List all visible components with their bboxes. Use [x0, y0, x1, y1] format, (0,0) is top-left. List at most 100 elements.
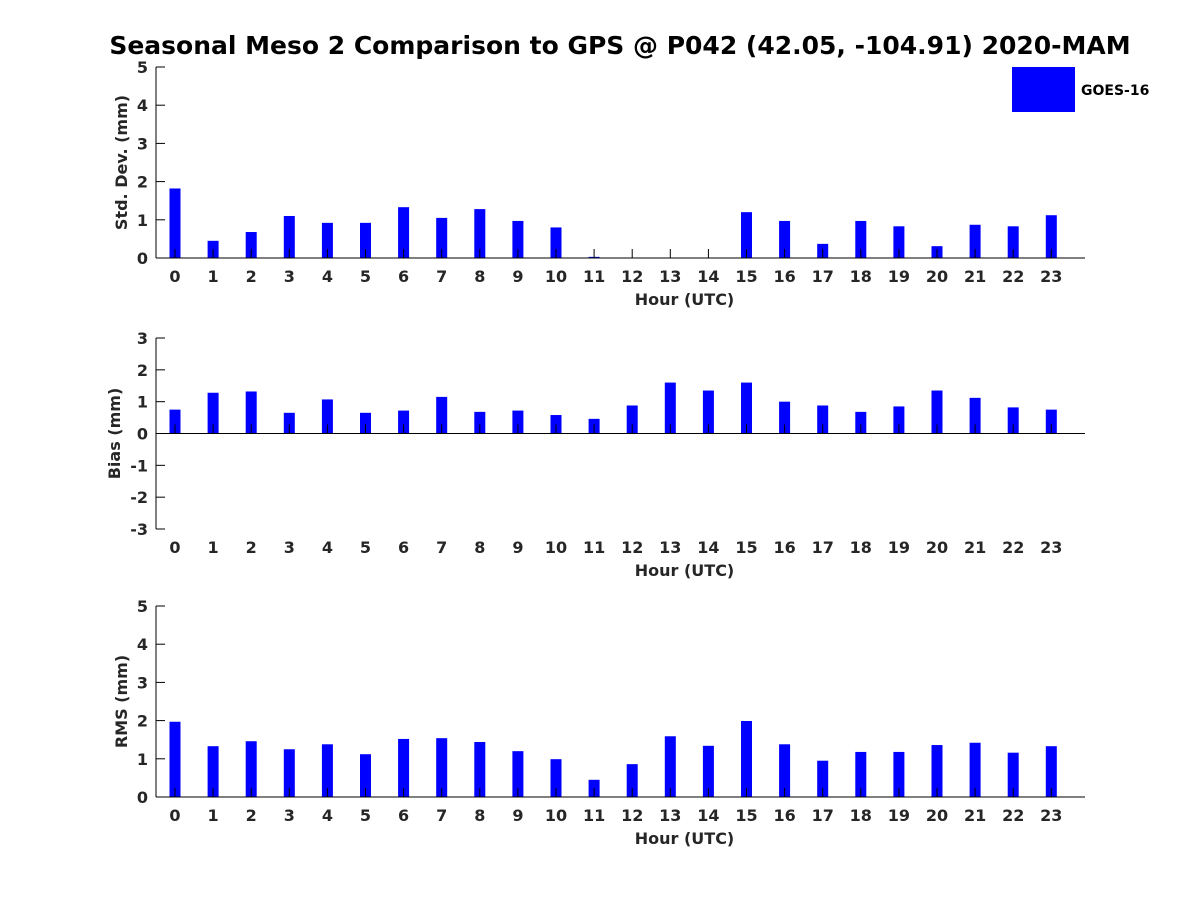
y-tick-label: 5	[137, 597, 148, 616]
bar	[969, 397, 981, 434]
bar	[360, 754, 371, 797]
bar	[474, 741, 486, 797]
x-tick-label: 13	[659, 538, 681, 557]
bar	[1045, 409, 1057, 434]
bar	[398, 207, 410, 258]
x-tick-label: 6	[398, 267, 409, 286]
y-tick-label: 3	[137, 329, 148, 348]
x-tick-label: 19	[888, 806, 910, 825]
bar	[931, 390, 943, 434]
bar	[550, 227, 562, 258]
bar	[512, 751, 524, 797]
x-tick-label: 17	[812, 267, 834, 286]
bar	[893, 226, 905, 258]
y-tick-label: -2	[130, 488, 148, 507]
x-axis-label: Hour (UTC)	[635, 290, 735, 309]
legend-swatch	[1012, 67, 1075, 112]
x-tick-label: 21	[964, 806, 986, 825]
y-tick-label: 1	[137, 393, 148, 412]
x-tick-label: 17	[812, 806, 834, 825]
x-tick-label: 5	[360, 267, 371, 286]
bar	[969, 742, 981, 797]
x-tick-label: 8	[474, 267, 485, 286]
legend-label: GOES-16	[1081, 83, 1149, 99]
bar	[1007, 226, 1019, 258]
bar	[741, 212, 752, 258]
x-tick-label: 3	[284, 538, 295, 557]
bar	[207, 392, 219, 434]
x-tick-label: 7	[436, 806, 447, 825]
bar	[1007, 407, 1019, 434]
bar	[474, 411, 486, 434]
bar	[360, 412, 371, 434]
bar	[321, 222, 333, 258]
x-tick-label: 18	[850, 538, 872, 557]
x-tick-label: 23	[1040, 538, 1062, 557]
bar	[245, 232, 257, 258]
x-tick-label: 22	[1002, 538, 1024, 557]
x-tick-label: 1	[208, 538, 219, 557]
bar	[741, 720, 752, 797]
x-tick-label: 5	[360, 538, 371, 557]
bar	[283, 412, 295, 434]
x-tick-label: 22	[1002, 267, 1024, 286]
x-tick-label: 2	[246, 806, 257, 825]
bar	[817, 760, 829, 797]
bar	[436, 396, 448, 434]
bar	[550, 415, 562, 434]
bar	[321, 399, 333, 434]
y-axis-label: Std. Dev. (mm)	[112, 95, 131, 230]
bar	[283, 749, 295, 797]
bar	[512, 410, 524, 434]
bar	[626, 405, 638, 434]
x-tick-label: 23	[1040, 806, 1062, 825]
x-tick-label: 10	[545, 806, 567, 825]
x-tick-label: 4	[322, 806, 333, 825]
bar	[664, 382, 676, 434]
x-tick-label: 18	[850, 806, 872, 825]
bar	[283, 215, 295, 258]
y-tick-label: -1	[130, 456, 148, 475]
x-tick-label: 12	[621, 806, 643, 825]
y-tick-label: 2	[137, 361, 148, 380]
x-tick-label: 8	[474, 806, 485, 825]
x-tick-label: 6	[398, 806, 409, 825]
bar	[855, 411, 867, 434]
x-tick-label: 15	[735, 267, 757, 286]
bar	[398, 410, 410, 434]
x-tick-label: 6	[398, 538, 409, 557]
x-tick-label: 0	[169, 806, 180, 825]
bar	[893, 751, 905, 797]
bar	[321, 744, 333, 797]
bar	[398, 738, 410, 797]
bar	[245, 741, 257, 797]
x-tick-label: 12	[621, 538, 643, 557]
chart-title: Seasonal Meso 2 Comparison to GPS @ P042…	[109, 31, 1130, 60]
x-tick-label: 4	[322, 267, 333, 286]
bar	[169, 409, 181, 434]
bar	[436, 738, 448, 797]
x-tick-label: 15	[735, 806, 757, 825]
y-tick-label: 4	[137, 635, 148, 654]
bar	[702, 390, 714, 434]
x-tick-label: 9	[512, 538, 523, 557]
bar	[893, 406, 905, 434]
bar	[779, 744, 791, 797]
x-tick-label: 4	[322, 538, 333, 557]
x-tick-label: 19	[888, 267, 910, 286]
bar	[855, 751, 867, 797]
bar	[855, 220, 867, 258]
x-tick-label: 13	[659, 806, 681, 825]
x-tick-label: 16	[773, 538, 795, 557]
bar	[512, 220, 524, 258]
legend: GOES-16	[1012, 67, 1149, 112]
x-tick-label: 9	[512, 267, 523, 286]
x-tick-label: 11	[583, 806, 605, 825]
x-tick-label: 20	[926, 267, 948, 286]
bar	[169, 721, 181, 797]
x-tick-label: 16	[773, 267, 795, 286]
bar	[779, 220, 791, 258]
